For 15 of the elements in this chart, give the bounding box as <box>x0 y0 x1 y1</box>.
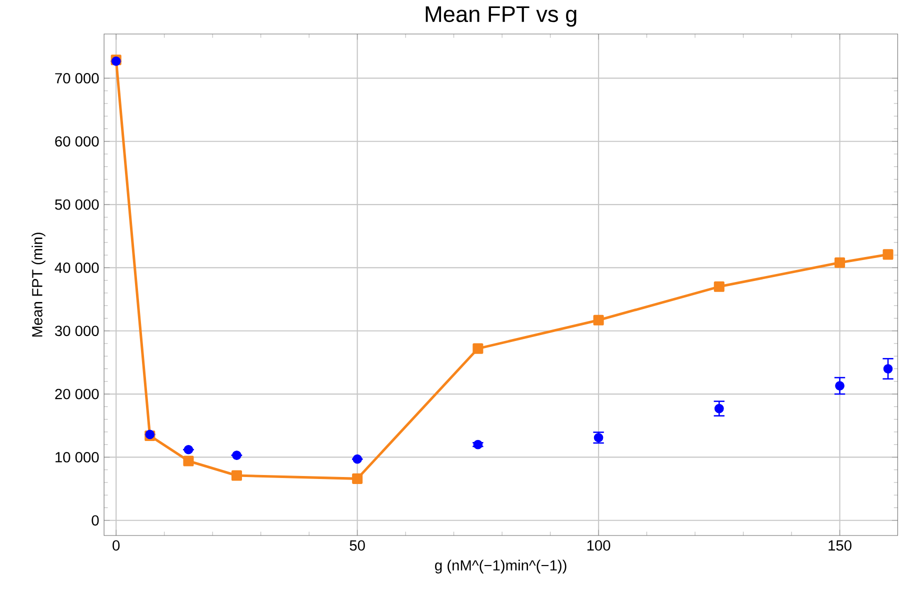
y-axis-title: Mean FPT (min) <box>32 232 46 337</box>
y-tick-label: 30 000 <box>55 326 99 336</box>
chart-title: Mean FPT vs g <box>426 6 576 27</box>
y-tick-label: 50 000 <box>55 200 99 210</box>
x-tick-label: 100 <box>587 540 610 551</box>
y-tick-label: 20 000 <box>55 389 99 400</box>
y-tick-label: 10 000 <box>56 452 99 463</box>
x-tick-label: 0 <box>112 540 120 551</box>
y-tick-label: 0 <box>92 515 99 526</box>
x-axis-title: g (nM^(−1)min^(−1)) <box>435 560 566 574</box>
x-tick-label: 150 <box>828 540 852 551</box>
x-tick-label: 50 <box>350 540 365 551</box>
y-tick-label: 60 000 <box>55 136 99 147</box>
y-tick-label: 40 000 <box>54 262 99 274</box>
y-tick-label: 70 000 <box>55 73 99 84</box>
